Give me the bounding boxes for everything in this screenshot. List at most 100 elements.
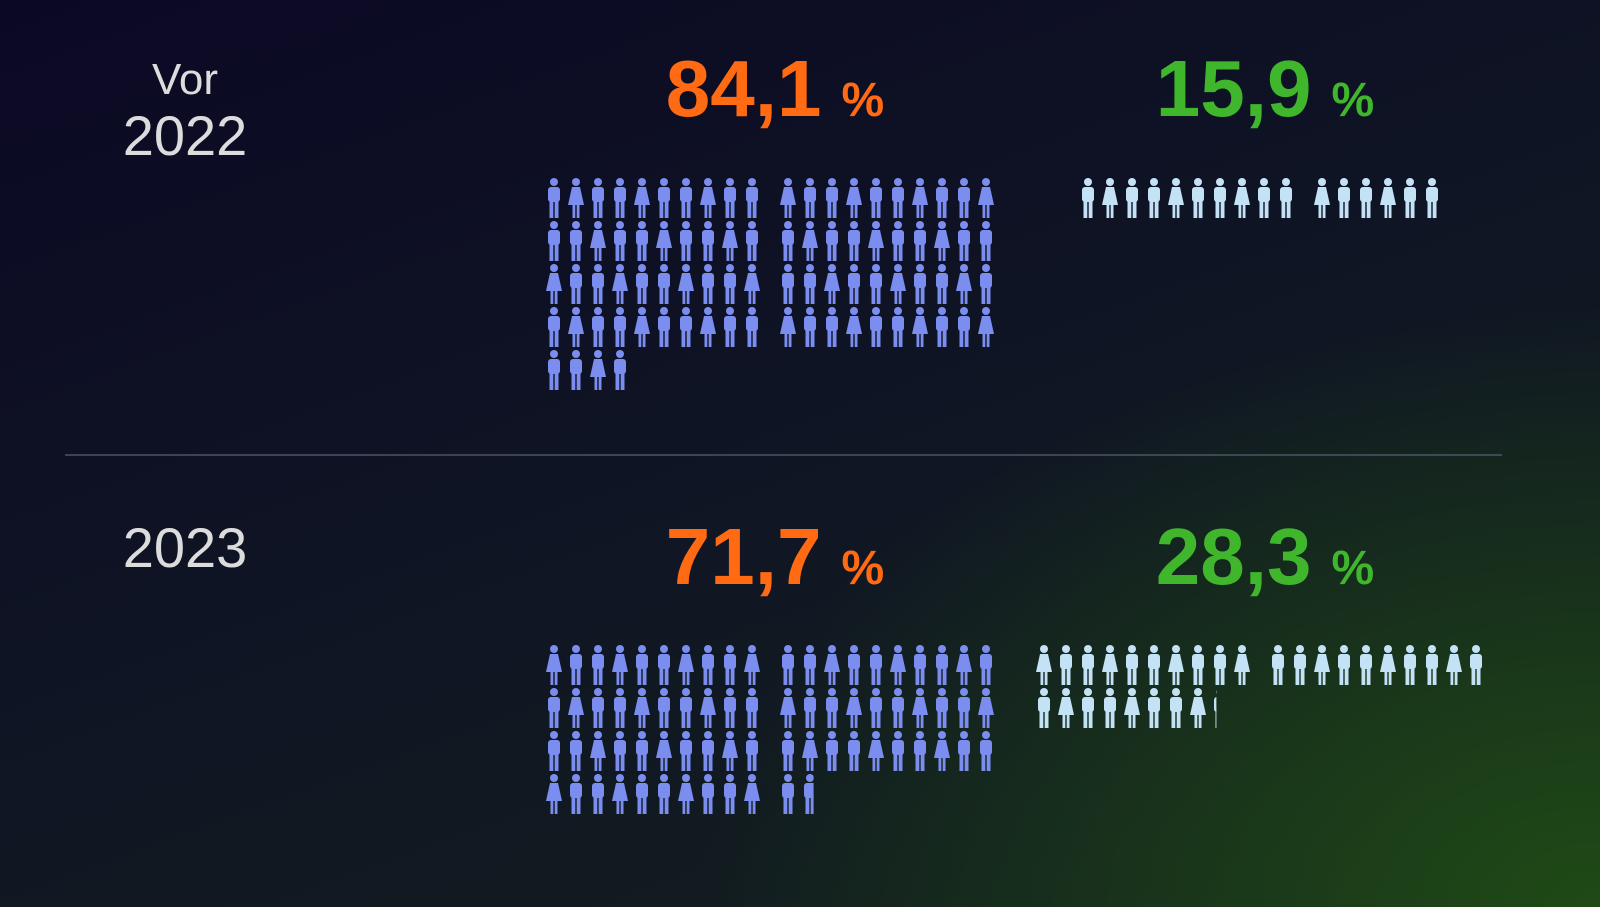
person-icon <box>826 307 838 347</box>
person-icon <box>612 774 628 814</box>
person-icon <box>546 774 562 814</box>
person-icon <box>890 645 906 685</box>
person-icon <box>614 221 626 261</box>
person-icon <box>724 688 736 728</box>
person-icon <box>568 688 584 728</box>
person-icon <box>548 307 560 347</box>
person-icon <box>914 264 926 304</box>
person-icon <box>570 221 582 261</box>
person-icon <box>892 688 904 728</box>
person-icon <box>1148 645 1160 685</box>
person-icon <box>680 178 692 218</box>
person-icon <box>846 178 862 218</box>
value-label: 71,7 <box>666 512 822 601</box>
person-icon <box>870 307 882 347</box>
person-icon <box>702 221 714 261</box>
person-icon <box>868 731 884 771</box>
person-icon <box>1082 645 1094 685</box>
person-icon <box>1148 688 1160 728</box>
person-icon <box>746 221 758 261</box>
person-icon <box>912 178 928 218</box>
person-icon <box>936 645 948 685</box>
person-icon <box>1446 645 1462 685</box>
value-label: 15,9 <box>1156 44 1312 133</box>
person-icon <box>590 221 606 261</box>
person-icon <box>826 178 838 218</box>
person-icon <box>634 178 650 218</box>
person-icon <box>868 221 884 261</box>
person-icon <box>1060 645 1072 685</box>
percent-label: 28,3% <box>1156 512 1374 601</box>
person-icon <box>1360 178 1372 218</box>
person-icon <box>548 731 560 771</box>
person-icon <box>656 731 672 771</box>
person-icon <box>912 688 928 728</box>
percent-label: 15,9% <box>1156 44 1374 133</box>
person-icon <box>1214 178 1226 218</box>
person-icon <box>1280 178 1292 218</box>
person-icon <box>746 688 758 728</box>
person-icon <box>890 264 906 304</box>
person-icon <box>702 264 714 304</box>
person-icon <box>700 178 716 218</box>
person-icon <box>590 731 606 771</box>
person-icon <box>958 731 970 771</box>
person-icon <box>614 350 626 390</box>
person-icon <box>936 307 948 347</box>
person-icon <box>636 774 648 814</box>
person-icon <box>826 688 838 728</box>
person-icon <box>936 264 948 304</box>
person-icon <box>978 307 994 347</box>
person-icon <box>1148 178 1160 218</box>
person-icon <box>1058 688 1074 728</box>
person-icon <box>1036 645 1052 685</box>
person-icon <box>1102 645 1118 685</box>
person-icon <box>678 774 694 814</box>
person-icon <box>1380 178 1396 218</box>
person-icon <box>570 645 582 685</box>
person-icon <box>722 731 738 771</box>
person-icon <box>782 264 794 304</box>
person-icon <box>612 264 628 304</box>
row-title: 2023 <box>122 516 248 579</box>
person-icon <box>824 645 840 685</box>
person-icon <box>746 178 758 218</box>
person-icon <box>614 731 626 771</box>
person-icon <box>568 307 584 347</box>
person-icon <box>802 731 818 771</box>
person-icon <box>634 307 650 347</box>
person-icon <box>658 178 670 218</box>
person-icon <box>658 774 670 814</box>
person-icon <box>548 688 560 728</box>
person-icon <box>1258 178 1270 218</box>
unit-label: % <box>1332 542 1375 595</box>
person-icon <box>846 688 862 728</box>
person-icon <box>1192 178 1204 218</box>
person-icon <box>914 645 926 685</box>
value-label: 84,1 <box>666 44 822 133</box>
person-icon <box>870 178 882 218</box>
person-icon <box>1426 178 1438 218</box>
person-icon <box>590 350 606 390</box>
person-icon <box>1360 645 1372 685</box>
person-icon <box>678 264 694 304</box>
person-icon <box>824 264 840 304</box>
person-icon <box>546 645 562 685</box>
person-icon <box>1404 645 1416 685</box>
person-icon <box>892 731 904 771</box>
person-icon <box>568 178 584 218</box>
person-icon <box>1192 645 1204 685</box>
person-icon <box>1082 178 1094 218</box>
person-icon <box>746 307 758 347</box>
person-icon <box>980 221 992 261</box>
person-icon <box>1234 178 1250 218</box>
percent-label: 71,7% <box>666 512 884 601</box>
person-icon <box>548 350 560 390</box>
person-icon <box>1104 688 1116 728</box>
person-icon <box>870 264 882 304</box>
person-icon <box>702 774 714 814</box>
person-icon <box>870 645 882 685</box>
person-icon <box>958 688 970 728</box>
